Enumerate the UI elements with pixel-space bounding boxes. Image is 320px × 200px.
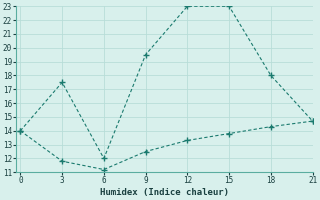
X-axis label: Humidex (Indice chaleur): Humidex (Indice chaleur): [100, 188, 229, 197]
